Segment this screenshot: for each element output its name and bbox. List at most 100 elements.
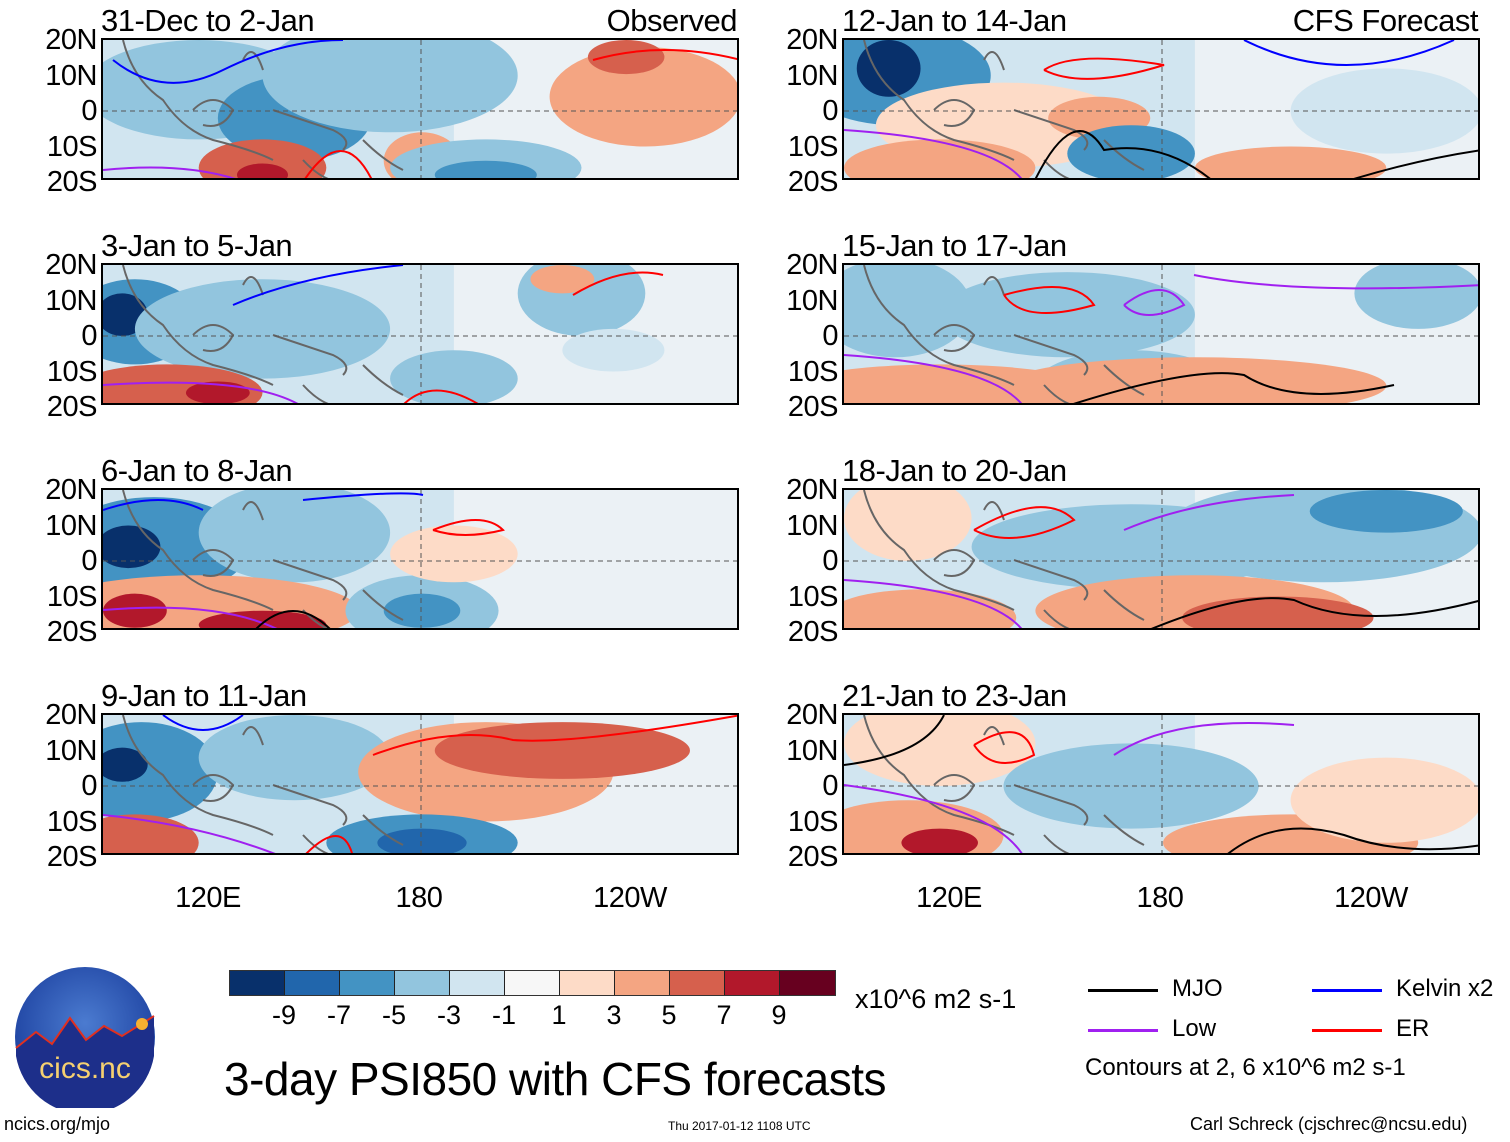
y-tick-label: 20N [45, 24, 97, 56]
anomaly-shading [103, 814, 199, 853]
colorbar-swatch [725, 971, 780, 995]
wave-contour [844, 784, 1023, 853]
y-tick-label: 20S [46, 166, 98, 198]
colorbar-swatch [285, 971, 340, 995]
y-tick-label: 20S [787, 391, 839, 423]
y-tick-label: 20S [787, 841, 839, 873]
anomaly-shading [1290, 757, 1478, 843]
wave-contour [232, 265, 404, 306]
colorbar-swatch [340, 971, 395, 995]
y-tick-label: 10S [787, 355, 839, 388]
y-tick-label: 20N [45, 699, 97, 731]
svg-text:cics.nc: cics.nc [39, 1052, 131, 1085]
wave-contour [1353, 149, 1478, 178]
legend-line [1312, 989, 1382, 992]
colorbar-label: 9 [771, 1000, 787, 1030]
wave-contour [103, 499, 204, 511]
y-tick-label: 20N [786, 249, 838, 281]
wave-contour [844, 579, 1022, 628]
map-field [101, 38, 739, 180]
x-tick-label: 180 [395, 882, 443, 914]
coastline [122, 265, 404, 403]
anomaly-shading [236, 163, 289, 178]
y-tick-label: 0 [822, 320, 838, 352]
legend-line [1312, 1029, 1382, 1032]
colorbar-units: x10^6 m2 s-1 [855, 984, 1017, 1014]
wave-contour [302, 492, 424, 501]
y-tick-label: 20S [46, 841, 98, 873]
y-tick-label: 20N [45, 249, 97, 281]
map-field [101, 263, 739, 405]
panel-title: 9-Jan to 11-Jan [101, 678, 307, 713]
coastline [122, 490, 404, 628]
map-field [101, 488, 739, 630]
anomaly-shading [844, 490, 972, 561]
wave-contour [372, 715, 737, 756]
map-field [842, 263, 1480, 405]
chart-title: 3-day PSI850 with CFS forecasts [224, 1053, 887, 1105]
wave-contour [844, 715, 945, 766]
anomaly-shading [1067, 125, 1195, 178]
footer-url[interactable]: ncics.org/mjo [4, 1114, 111, 1134]
legend-line [1088, 989, 1158, 992]
anomaly-shading [390, 139, 582, 178]
x-tick-label: 120W [1334, 882, 1408, 914]
map-field [842, 488, 1480, 630]
wave-contour [103, 381, 299, 403]
anomaly-shading [549, 47, 737, 147]
y-tick-label: 10N [45, 734, 97, 767]
wave-contour [1043, 57, 1165, 80]
x-tick-label: 120E [175, 882, 241, 914]
wave-contour [112, 40, 344, 84]
y-tick-label: 0 [81, 95, 97, 127]
footer-timestamp: Thu 2017-01-12 1108 UTC [668, 1119, 811, 1133]
anomaly-shading [1003, 743, 1259, 829]
y-tick-label: 10N [786, 59, 838, 92]
panel-title: 21-Jan to 23-Jan [842, 678, 1067, 713]
y-tick-label: 10S [787, 580, 839, 613]
anomaly-shading [434, 160, 537, 178]
wave-contour [1123, 289, 1186, 316]
colorbar-swatch [450, 971, 505, 995]
wave-contour [1113, 722, 1295, 756]
wave-contour [103, 166, 236, 178]
wave-contour [1243, 40, 1455, 66]
wave-contour [1003, 286, 1096, 314]
legend-label: MJO [1172, 975, 1223, 1002]
y-tick-label: 10N [786, 734, 838, 767]
panel-title: 12-Jan to 14-Jan [842, 3, 1067, 38]
anomaly-shading [844, 589, 1017, 628]
legend-label: Kelvin x2 [1396, 975, 1494, 1002]
colorbar-swatch [670, 971, 725, 995]
anomaly-shading [390, 525, 518, 583]
colorbar [229, 970, 836, 996]
y-tick-label: 10N [45, 59, 97, 92]
legend-line [1088, 1029, 1158, 1032]
y-tick-label: 10N [45, 284, 97, 317]
anomaly-shading [198, 139, 327, 178]
wave-contour [572, 271, 664, 296]
footer-author: Carl Schreck (cjschrec@ncsu.edu) [1190, 1114, 1468, 1134]
anomaly-shading [103, 747, 148, 782]
y-tick-label: 20N [786, 474, 838, 506]
wave-contour [973, 731, 1036, 764]
wave-contour [304, 150, 372, 178]
legend-label: ER [1396, 1015, 1430, 1042]
wave-contour [1123, 494, 1295, 531]
y-tick-label: 0 [822, 545, 838, 577]
panel-tag: CFS Forecast [1292, 3, 1479, 38]
y-tick-label: 10S [787, 805, 839, 838]
y-tick-label: 20S [46, 391, 98, 423]
wave-contour [973, 506, 1076, 539]
y-tick-label: 0 [81, 320, 97, 352]
y-tick-label: 10N [786, 509, 838, 542]
y-tick-label: 10S [46, 805, 98, 838]
y-tick-label: 0 [81, 770, 97, 802]
anomaly-shading [262, 40, 518, 133]
panel-title: 31-Dec to 2-Jan [101, 3, 315, 38]
wave-contour [305, 835, 353, 853]
y-tick-label: 10S [46, 130, 98, 163]
anomaly-shading [103, 722, 218, 822]
y-tick-label: 20S [46, 616, 98, 648]
map-field [842, 38, 1480, 180]
